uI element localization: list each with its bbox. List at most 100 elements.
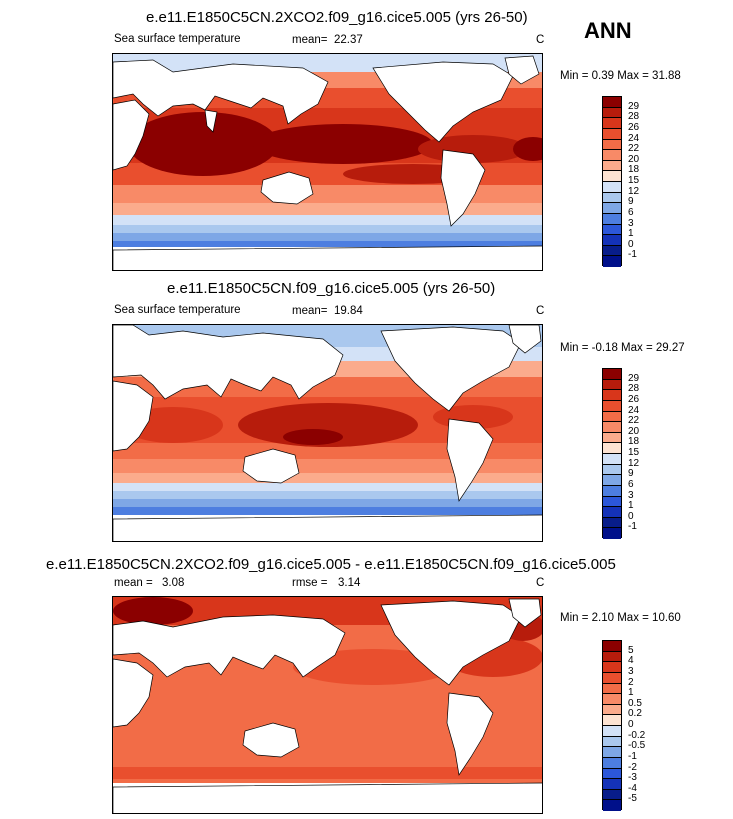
colorbar-tick-label: 5 bbox=[628, 644, 634, 656]
antarctica-landmass bbox=[113, 514, 542, 541]
colorbar-swatch bbox=[603, 160, 621, 172]
colorbar-tick-label: 3 bbox=[628, 217, 634, 229]
colorbar-tick-label: 1 bbox=[628, 228, 634, 240]
colorbar-swatch bbox=[603, 379, 621, 391]
colorbar-swatch bbox=[603, 213, 621, 225]
australia-landmass bbox=[242, 448, 300, 484]
colorbar-swatch bbox=[603, 203, 621, 214]
colorbar-tick-label: -4 bbox=[628, 782, 637, 794]
panel-2-map bbox=[112, 324, 543, 542]
colorbar-tick-label: 12 bbox=[628, 185, 640, 197]
colorbar-swatch bbox=[603, 768, 621, 780]
panel-1-range: Min = 0.39 Max = 31.88 bbox=[560, 70, 681, 82]
colorbar-tick-label: 0 bbox=[628, 238, 634, 250]
colorbar-swatch bbox=[603, 192, 621, 204]
colorbar-tick-label: -0.5 bbox=[628, 740, 646, 752]
colorbar-swatch bbox=[603, 118, 621, 129]
colorbar-tick-label: 3 bbox=[628, 665, 634, 677]
panel-2-title: e.e11.E1850C5CN.f09_g16.cice5.005 (yrs 2… bbox=[167, 280, 496, 297]
africa-landmass bbox=[113, 658, 154, 728]
colorbar-swatch bbox=[603, 432, 621, 444]
colorbar-tick-label: 24 bbox=[628, 404, 640, 416]
colorbar-swatch bbox=[603, 256, 621, 267]
colorbar-tick-label: -5 bbox=[628, 793, 637, 805]
africa-landmass bbox=[113, 380, 154, 452]
colorbar-swatch bbox=[603, 150, 621, 161]
colorbar-swatch bbox=[603, 789, 621, 801]
colorbar-tick-label: -1 bbox=[628, 521, 637, 533]
colorbar-tick-label: -1 bbox=[628, 750, 637, 762]
panel-2-mean-label: mean= bbox=[292, 305, 328, 317]
greenland-landmass bbox=[504, 55, 540, 85]
colorbar-swatch bbox=[603, 182, 621, 193]
colorbar-swatch bbox=[603, 485, 621, 497]
colorbar-swatch bbox=[603, 128, 621, 140]
panel-3-rmse-value: 3.14 bbox=[338, 577, 361, 589]
north-america-landmass bbox=[372, 61, 514, 143]
colorbar-tick-label: 20 bbox=[628, 425, 640, 437]
antarctica-landmass bbox=[113, 782, 542, 813]
colorbar-swatch bbox=[603, 422, 621, 433]
colorbar-swatch bbox=[603, 139, 621, 151]
panel-3-rmse-label: rmse = bbox=[292, 577, 328, 589]
colorbar-swatch bbox=[603, 224, 621, 236]
panel-1-mean-label: mean= bbox=[292, 34, 328, 46]
colorbar-swatch bbox=[603, 507, 621, 518]
north-america-landmass bbox=[380, 600, 522, 686]
colorbar-tick-label: 9 bbox=[628, 196, 634, 208]
africa-landmass bbox=[113, 99, 150, 171]
colorbar-swatch bbox=[603, 245, 621, 257]
colorbar-swatch bbox=[603, 726, 621, 737]
colorbar-swatch bbox=[603, 443, 621, 454]
colorbar-tick-label: 3 bbox=[628, 489, 634, 501]
colorbar-tick-label: 12 bbox=[628, 457, 640, 469]
south-america-landmass bbox=[446, 418, 494, 502]
panel-1-title: e.e11.E1850C5CN.2XCO2.f09_g16.cice5.005 … bbox=[146, 9, 528, 26]
colorbar-swatch bbox=[603, 390, 621, 401]
colorbar-tick-label: 6 bbox=[628, 478, 634, 490]
colorbar-swatch bbox=[603, 454, 621, 465]
panel-2-units: C bbox=[536, 305, 545, 317]
colorbar-swatch bbox=[603, 369, 621, 380]
colorbar-swatch bbox=[603, 496, 621, 508]
colorbar-tick-label: 18 bbox=[628, 164, 640, 176]
colorbar-tick-label: 20 bbox=[628, 153, 640, 165]
colorbar-tick-label: 1 bbox=[628, 687, 634, 699]
colorbar-swatch bbox=[603, 715, 621, 726]
antarctica-landmass bbox=[113, 245, 542, 270]
colorbar-tick-label: 18 bbox=[628, 436, 640, 448]
colorbar-swatch bbox=[603, 757, 621, 769]
panel-1-units: C bbox=[536, 34, 545, 46]
colorbar-tick-label: 6 bbox=[628, 206, 634, 218]
colorbar-swatch bbox=[603, 475, 621, 486]
colorbar-tick-label: 22 bbox=[628, 415, 640, 427]
colorbar-tick-label: 9 bbox=[628, 468, 634, 480]
colorbar-tick-label: 0.5 bbox=[628, 697, 642, 709]
panel-3-mean-label: mean = bbox=[114, 577, 153, 589]
greenland-landmass bbox=[508, 598, 542, 628]
colorbar-tick-label: 0 bbox=[628, 510, 634, 522]
colorbar-tick-label: 24 bbox=[628, 132, 640, 144]
north-america-landmass bbox=[380, 326, 522, 412]
greenland-landmass bbox=[508, 325, 542, 354]
panel-3-range: Min = 2.10 Max = 10.60 bbox=[560, 612, 681, 624]
colorbar-tick-label: 1 bbox=[628, 500, 634, 512]
colorbar-tick-label: 2 bbox=[628, 676, 634, 688]
colorbar-tick-label: -3 bbox=[628, 772, 637, 784]
colorbar-swatch bbox=[603, 411, 621, 423]
panel-1-variable: Sea surface temperature bbox=[114, 33, 241, 45]
colorbar-swatch bbox=[603, 97, 621, 108]
colorbar-tick-label: 28 bbox=[628, 383, 640, 395]
colorbar-swatch bbox=[603, 171, 621, 182]
colorbar-tick-label: 15 bbox=[628, 447, 640, 458]
colorbar-swatch bbox=[603, 704, 621, 716]
panel-2-range: Min = -0.18 Max = 29.27 bbox=[560, 342, 685, 354]
colorbar-swatch bbox=[603, 107, 621, 119]
colorbar-tick-label: 0.2 bbox=[628, 708, 642, 720]
colorbar-swatch bbox=[603, 464, 621, 476]
colorbar-swatch bbox=[603, 800, 621, 811]
panel-3-units: C bbox=[536, 577, 545, 589]
colorbar-swatch bbox=[603, 736, 621, 748]
panel-1-map bbox=[112, 53, 543, 271]
colorbar-swatch bbox=[603, 651, 621, 663]
